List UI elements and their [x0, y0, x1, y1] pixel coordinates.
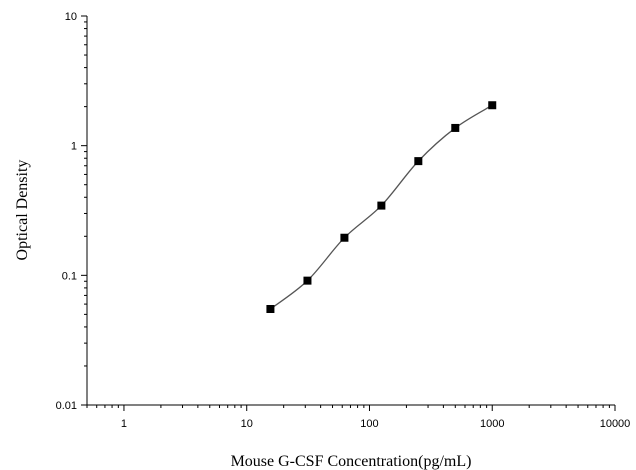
data-point — [377, 201, 386, 210]
data-point — [488, 101, 497, 110]
data-points-layer — [266, 101, 497, 313]
data-point — [266, 305, 275, 313]
data-point — [414, 157, 423, 166]
y-tick-label: 1 — [71, 141, 77, 153]
x-tick-label: 1000 — [480, 418, 504, 430]
x-tick-label: 10 — [241, 418, 253, 430]
y-tick-label: 0.01 — [56, 400, 77, 412]
y-tick-label: 0.1 — [62, 270, 77, 282]
data-point — [303, 276, 312, 285]
data-point — [340, 233, 349, 242]
x-axis-title: Mouse G-CSF Concentration(pg/mL) — [231, 453, 472, 470]
axes: 1 10 100 1000 10000 0.01 0.1 1 10 — [56, 11, 631, 430]
x-tick-label: 1 — [121, 418, 127, 430]
data-point — [451, 123, 460, 132]
x-tick-label: 100 — [360, 418, 378, 430]
x-tick-label: 10000 — [600, 418, 631, 430]
y-tick-label: 10 — [65, 11, 77, 23]
y-axis-title: Optical Density — [14, 160, 31, 261]
